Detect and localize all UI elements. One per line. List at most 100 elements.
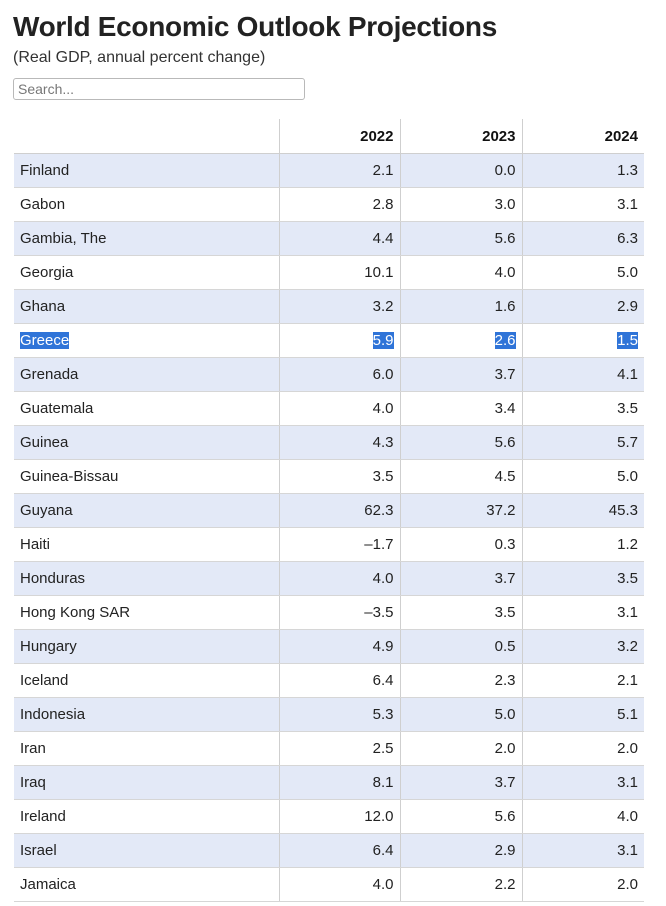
cell-2023-text: 3.5 [494, 604, 516, 621]
cell-2024-text: 3.1 [617, 196, 638, 213]
cell-2023-text: 3.7 [494, 774, 516, 791]
cell-2024-text: 5.0 [617, 468, 638, 485]
table-row[interactable]: Israel 6.4 2.9 3.1 [14, 833, 644, 868]
cell-2022-text: –1.7 [364, 536, 394, 553]
cell-2022-text: 6.0 [372, 366, 394, 383]
cell-2024: 2.0 [521, 731, 644, 766]
cell-2023-text: 37.2 [486, 502, 516, 519]
table-row[interactable]: Ireland 12.0 5.6 4.0 [14, 799, 644, 834]
cell-country: Finland [14, 153, 279, 188]
cell-2023-text: 0.3 [494, 536, 516, 553]
cell-2023-text: 0.0 [494, 162, 516, 179]
cell-country-text: Gambia, The [20, 230, 107, 247]
cell-country: Gambia, The [14, 221, 279, 256]
cell-country-text: Hong Kong SAR [20, 604, 131, 621]
cell-2023: 3.7 [399, 765, 522, 800]
cell-2023: 4.5 [399, 459, 522, 494]
table-row[interactable]: Hong Kong SAR –3.5 3.5 3.1 [14, 595, 644, 630]
cell-2022: 6.4 [278, 663, 400, 698]
cell-2024: 3.5 [521, 391, 644, 426]
cell-2023: 3.4 [399, 391, 522, 426]
table-row[interactable]: Greece 5.9 2.6 1.5 [14, 323, 644, 358]
table-row[interactable]: Georgia 10.1 4.0 5.0 [14, 255, 644, 290]
cell-country-text: Indonesia [20, 706, 86, 723]
cell-2023: 37.2 [399, 493, 522, 528]
cell-country-text: Iceland [20, 672, 69, 689]
page-title: World Economic Outlook Projections [13, 11, 497, 42]
table-row[interactable]: Grenada 6.0 3.7 4.1 [14, 357, 644, 392]
cell-2022-text: 12.0 [364, 808, 394, 825]
cell-2022: 5.3 [278, 697, 400, 732]
cell-2022-text: 5.3 [372, 706, 394, 723]
cell-2023: 5.0 [399, 697, 522, 732]
cell-2022: 4.3 [278, 425, 400, 460]
cell-2024: 3.1 [521, 595, 644, 630]
cell-country-text: Grenada [20, 366, 79, 383]
cell-2023-text: 4.0 [494, 264, 516, 281]
table-row[interactable]: Ghana 3.2 1.6 2.9 [14, 289, 644, 324]
cell-2024-text: 4.1 [617, 366, 638, 383]
column-header-2024[interactable]: 2024 [521, 119, 644, 154]
cell-country: Greece [14, 323, 279, 358]
cell-country: Israel [14, 833, 279, 868]
cell-2024: 3.1 [521, 833, 644, 868]
cell-2022-text: 3.2 [372, 298, 394, 315]
cell-2022-text: 3.5 [372, 468, 394, 485]
cell-country-text: Israel [20, 842, 57, 859]
table-row[interactable]: Guatemala 4.0 3.4 3.5 [14, 391, 644, 426]
table-row[interactable]: Indonesia 5.3 5.0 5.1 [14, 697, 644, 732]
table-row[interactable]: Iceland 6.4 2.3 2.1 [14, 663, 644, 698]
table-row[interactable]: Guyana 62.3 37.2 45.3 [14, 493, 644, 528]
table-row[interactable]: Guinea-Bissau 3.5 4.5 5.0 [14, 459, 644, 494]
cell-2024-text: 3.2 [617, 638, 638, 655]
cell-2022: 8.1 [278, 765, 400, 800]
table-row[interactable]: Gabon 2.8 3.0 3.1 [14, 187, 644, 222]
cell-country: Guatemala [14, 391, 279, 426]
cell-2024: 1.2 [521, 527, 644, 562]
column-header-2022[interactable]: 2022 [278, 119, 400, 154]
cell-2024-text: 2.0 [617, 876, 638, 893]
cell-2024-text: 6.3 [617, 230, 638, 247]
cell-2024-text: 45.3 [608, 502, 638, 519]
cell-2024-text: 1.5 [617, 332, 638, 349]
cell-country: Jamaica [14, 867, 279, 902]
cell-2022-text: 4.4 [372, 230, 394, 247]
table-row[interactable]: Iran 2.5 2.0 2.0 [14, 731, 644, 766]
table-row[interactable]: Finland 2.1 0.0 1.3 [14, 153, 644, 188]
column-header-country[interactable] [14, 119, 279, 154]
cell-country-text: Ghana [20, 298, 66, 315]
cell-2023-text: 3.0 [494, 196, 516, 213]
table-row[interactable]: Honduras 4.0 3.7 3.5 [14, 561, 644, 596]
cell-2024: 6.3 [521, 221, 644, 256]
cell-2023-text: 2.0 [494, 740, 516, 757]
cell-2022: –3.5 [278, 595, 400, 630]
table-row[interactable]: Hungary 4.9 0.5 3.2 [14, 629, 644, 664]
table-row[interactable]: Iraq 8.1 3.7 3.1 [14, 765, 644, 800]
cell-2024: 3.2 [521, 629, 644, 664]
table-header: 2022 2023 2024 [14, 119, 644, 154]
table-row[interactable]: Haiti –1.7 0.3 1.2 [14, 527, 644, 562]
cell-2023-text: 4.5 [494, 468, 516, 485]
cell-country: Guyana [14, 493, 279, 528]
cell-2022-text: 8.1 [372, 774, 394, 791]
cell-2022: 4.9 [278, 629, 400, 664]
cell-2023: 0.0 [399, 153, 522, 188]
cell-country: Ghana [14, 289, 279, 324]
search-input[interactable] [13, 78, 305, 100]
cell-country: Honduras [14, 561, 279, 596]
cell-country-text: Guinea [20, 434, 69, 451]
table-row[interactable]: Guinea 4.3 5.6 5.7 [14, 425, 644, 460]
column-header-2023[interactable]: 2023 [399, 119, 522, 154]
page-subtitle: (Real GDP, annual percent change) [13, 49, 266, 66]
cell-2023-text: 5.6 [494, 434, 516, 451]
cell-2024: 2.9 [521, 289, 644, 324]
cell-2024-text: 3.1 [617, 604, 638, 621]
table-row[interactable]: Gambia, The 4.4 5.6 6.3 [14, 221, 644, 256]
cell-2022: –1.7 [278, 527, 400, 562]
cell-country-text: Greece [20, 332, 70, 349]
cell-country-text: Guatemala [20, 400, 94, 417]
data-table-container: 2022 2023 2024 Finland 2.1 0.0 1.3 Gabon 2.8 3… [14, 119, 644, 902]
cell-2024-text: 2.1 [617, 672, 638, 689]
table-row[interactable]: Jamaica 4.0 2.2 2.0 [14, 867, 644, 902]
cell-2023-text: 2.2 [494, 876, 516, 893]
